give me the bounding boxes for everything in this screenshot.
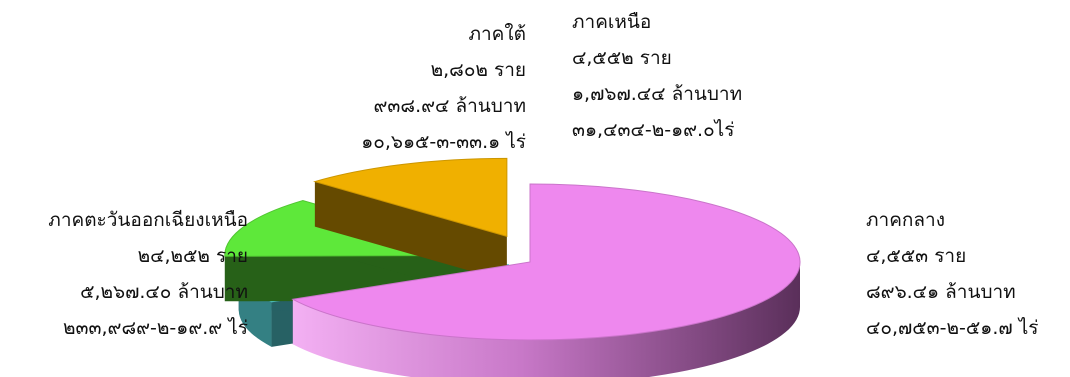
slice-label-region: ภาคใต้: [468, 23, 526, 45]
slice-label-region: ภาคตะวันออกเฉียงเหนือ: [48, 209, 248, 231]
slice-label-line: ๑,๗๖๗.๔๔ ล้านบาท: [572, 83, 742, 105]
slice-label-line: ๔,๕๕๒ ราย: [572, 47, 672, 69]
slice-label-line: ๒,๘๐๒ ราย: [431, 59, 526, 81]
slice-label-line: ๑๐,๖๑๕-๓-๓๓.๑ ไร่: [361, 131, 526, 153]
slice-label-line: ๔๐,๗๕๓-๒-๕๑.๗ ไร่: [866, 317, 1038, 339]
slice-label-region: ภาคเหนือ: [572, 11, 651, 33]
slice-label-line: ๔,๕๕๓ ราย: [866, 245, 966, 267]
slice-label-region: ภาคกลาง: [866, 209, 945, 231]
slice-label-line: ๓๑,๔๓๔-๒-๑๙.๐ไร่: [572, 119, 734, 141]
slice-labels: ภาคตะวันออกเฉียงเหนือ๒๔,๒๕๒ ราย๕,๒๖๗.๔๐ …: [48, 11, 1038, 339]
pie-slice-wall-central-0: [314, 181, 507, 282]
pie-slice-northeast: [291, 183, 801, 377]
pie-slice-top-northeast: [291, 183, 801, 341]
pie-slices: [224, 157, 801, 377]
slice-label-line: ๒๓๓,๙๘๙-๒-๑๙.๙ ไร่: [63, 317, 248, 339]
pie-slice-top-central: [313, 157, 508, 238]
pie-slice-side-northeast: [292, 262, 800, 377]
pie-slice-central: [313, 157, 508, 282]
slice-label-northeast: ภาคตะวันออกเฉียงเหนือ๒๔,๒๕๒ ราย๕,๒๖๗.๔๐ …: [48, 209, 248, 339]
slice-label-line: ๙๓๘.๙๔ ล้านบาท: [374, 95, 527, 117]
slice-label-line: ๘๙๖.๔๑ ล้านบาท: [866, 281, 1016, 303]
slice-label-line: ๒๔,๒๕๒ ราย: [138, 245, 248, 267]
slice-label-line: ๕,๒๖๗.๔๐ ล้านบาท: [80, 281, 248, 303]
